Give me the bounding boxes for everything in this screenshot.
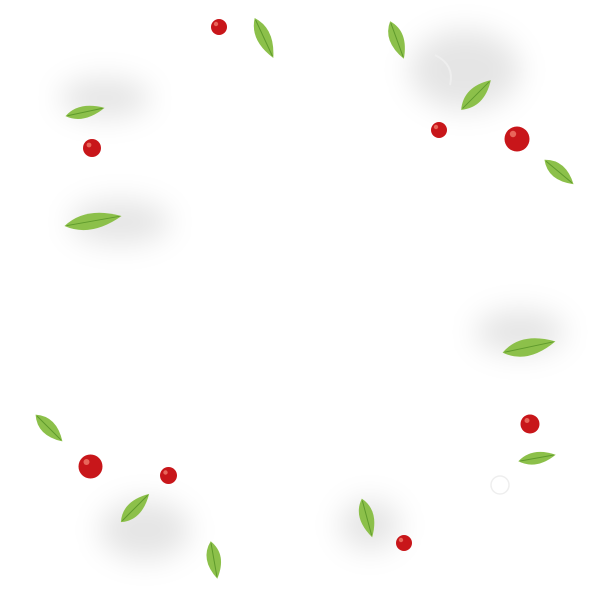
basil-leaf [452,71,500,119]
basil-leaf [515,445,559,470]
cherry-tomato [519,413,541,435]
cherry-tomato [159,466,178,485]
basil-leaf [61,205,126,237]
basil-leaf [62,99,109,126]
cherry-tomato [82,138,102,158]
sketch-accent [488,473,512,497]
basil-leaf [112,485,157,530]
basil-leaf [498,329,560,365]
cherry-tomato [503,125,531,153]
basil-leaf [536,151,581,193]
basil-leaf [201,538,228,583]
basil-leaf [352,494,383,542]
cherry-tomato [210,18,228,36]
sketch-accent [430,50,460,90]
cherry-tomato [77,453,104,480]
cherry-tomato [395,534,413,552]
cherry-tomato [430,121,448,139]
basil-leaf [380,16,414,64]
basil-leaf [27,406,71,450]
basil-leaf [245,12,283,64]
